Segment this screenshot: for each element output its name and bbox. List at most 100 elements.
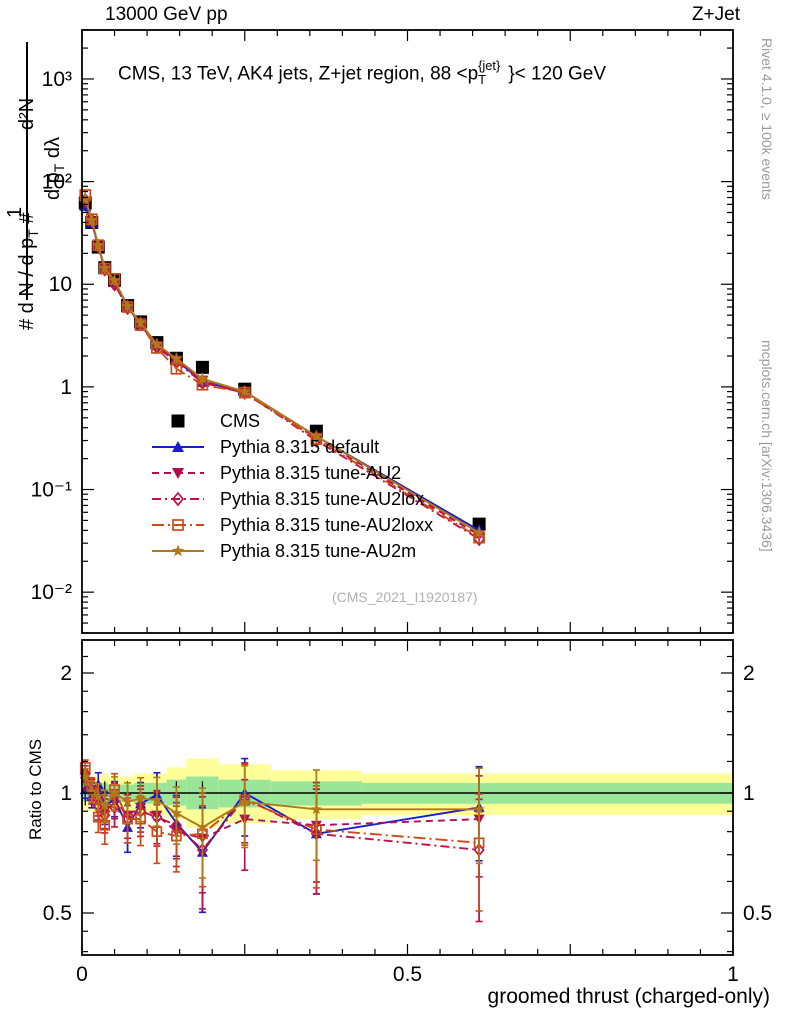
band-inner bbox=[101, 782, 109, 804]
marker-diamond-open bbox=[150, 339, 163, 355]
marker-triangle-up bbox=[239, 787, 251, 798]
marker-star bbox=[79, 770, 91, 782]
marker-triangle-down bbox=[196, 833, 208, 844]
band-inner bbox=[88, 784, 96, 802]
legend-marker-star bbox=[150, 540, 206, 562]
marker-star bbox=[92, 790, 104, 802]
legend-label-2: Pythia 8.315 tune-AU2 bbox=[220, 462, 402, 483]
marker-square-open bbox=[85, 213, 98, 226]
marker-triangle-down bbox=[79, 196, 92, 208]
ratio-ytick-label-left: 0.5 bbox=[43, 902, 72, 925]
legend-label-3: Pythia 8.315 tune-AU2lox bbox=[220, 488, 425, 509]
marker-triangle-up bbox=[135, 798, 147, 809]
legend-item-2[interactable]: Pythia 8.315 tune-AU2 bbox=[150, 460, 433, 486]
marker-square-open bbox=[196, 378, 209, 391]
marker-triangle-down bbox=[473, 530, 486, 542]
marker-triangle-down bbox=[172, 468, 184, 479]
marker-square-open bbox=[172, 519, 184, 531]
marker-diamond-open bbox=[473, 531, 486, 547]
band-outer bbox=[186, 758, 219, 828]
marker-square-open bbox=[109, 784, 120, 795]
legend-item-5[interactable]: Pythia 8.315 tune-AU2m bbox=[150, 538, 433, 564]
marker-triangle-up bbox=[108, 276, 121, 288]
marker-star bbox=[86, 785, 98, 797]
marker-triangle-up bbox=[92, 779, 104, 790]
marker-triangle-up bbox=[172, 441, 184, 452]
marker-diamond-open bbox=[196, 375, 209, 390]
marker-diamond-open bbox=[239, 791, 251, 806]
marker-square-filled bbox=[121, 299, 135, 313]
marker-triangle-up bbox=[98, 261, 111, 273]
marker-triangle-up bbox=[473, 801, 485, 812]
marker-triangle-down bbox=[170, 355, 183, 367]
ylabel-dp-sub: T bbox=[51, 163, 67, 173]
marker-square-open bbox=[473, 837, 485, 849]
ylabel-dlam: dλ bbox=[42, 136, 64, 164]
marker-square-open bbox=[170, 362, 183, 375]
band-inner bbox=[108, 784, 122, 802]
marker-triangle-up bbox=[122, 821, 134, 832]
marker-diamond-open bbox=[170, 818, 182, 833]
band-outer bbox=[121, 776, 135, 812]
legend-item-1[interactable]: Pythia 8.315 default bbox=[150, 434, 433, 460]
marker-triangle-down bbox=[109, 795, 121, 806]
marker-diamond-open bbox=[151, 810, 163, 824]
marker-square-open bbox=[171, 830, 182, 842]
marker-square-open bbox=[473, 531, 485, 544]
xtick-label: 1 bbox=[727, 963, 739, 986]
legend-marker-triangle-down bbox=[150, 462, 206, 484]
main-ytick-label: 10³ bbox=[42, 68, 72, 91]
marker-triangle-down bbox=[134, 317, 147, 329]
title-suffix: }< 120 GeV bbox=[508, 63, 607, 85]
marker-diamond-open bbox=[98, 261, 111, 277]
legend-item-3[interactable]: Pythia 8.315 tune-AU2lox bbox=[150, 486, 433, 512]
band-inner bbox=[82, 784, 89, 802]
marker-star bbox=[108, 787, 121, 798]
legend-marker-square-filled bbox=[150, 410, 206, 432]
marker-star bbox=[310, 803, 323, 815]
legend-label-0: CMS bbox=[220, 410, 260, 431]
header-right: Z+Jet bbox=[691, 4, 740, 25]
marker-square-open bbox=[98, 262, 111, 275]
marker-square-filled bbox=[78, 196, 92, 210]
legend-item-4[interactable]: Pythia 8.315 tune-AU2loxx bbox=[150, 512, 433, 538]
ratio-ytick-label-right: 2 bbox=[743, 662, 755, 685]
marker-diamond-open bbox=[79, 766, 91, 781]
band-inner bbox=[270, 781, 362, 806]
marker-star bbox=[150, 337, 164, 350]
marker-diamond-open bbox=[99, 808, 111, 822]
marker-triangle-down bbox=[135, 802, 147, 813]
marker-square-open bbox=[99, 819, 111, 831]
marker-triangle-up bbox=[86, 790, 98, 801]
ratio-plot-frame bbox=[81, 639, 734, 956]
marker-triangle-down bbox=[92, 242, 105, 254]
marker-triangle-down bbox=[196, 375, 209, 387]
legend-item-0[interactable]: CMS bbox=[150, 408, 433, 434]
marker-triangle-up bbox=[79, 784, 91, 795]
marker-square-open bbox=[238, 386, 251, 399]
band-inner bbox=[95, 784, 102, 802]
marker-triangle-down bbox=[151, 810, 163, 821]
marker-diamond-open bbox=[134, 804, 147, 819]
ylabel-one: 1 bbox=[4, 206, 26, 218]
band-inner bbox=[121, 784, 135, 802]
ratio-ytick-label-left: 2 bbox=[60, 662, 72, 685]
ratio-axis-ticks bbox=[81, 640, 734, 955]
marker-triangle-up bbox=[310, 828, 322, 839]
marker-diamond-open bbox=[108, 800, 121, 815]
marker-star bbox=[196, 821, 209, 833]
marker-square-open bbox=[121, 301, 134, 313]
marker-diamond-open bbox=[310, 826, 322, 841]
marker-triangle-down bbox=[98, 264, 111, 276]
band-outer bbox=[82, 776, 89, 812]
series-line-ratio bbox=[84, 780, 480, 840]
marker-diamond-open bbox=[121, 300, 134, 316]
marker-triangle-up bbox=[170, 354, 183, 366]
marker-square-open bbox=[151, 826, 163, 837]
marker-triangle-down bbox=[473, 814, 485, 825]
marker-triangle-down bbox=[239, 814, 251, 825]
marker-star bbox=[170, 352, 183, 365]
band-outer bbox=[218, 764, 271, 824]
marker-star bbox=[472, 526, 486, 538]
marker-triangle-down bbox=[310, 820, 322, 831]
